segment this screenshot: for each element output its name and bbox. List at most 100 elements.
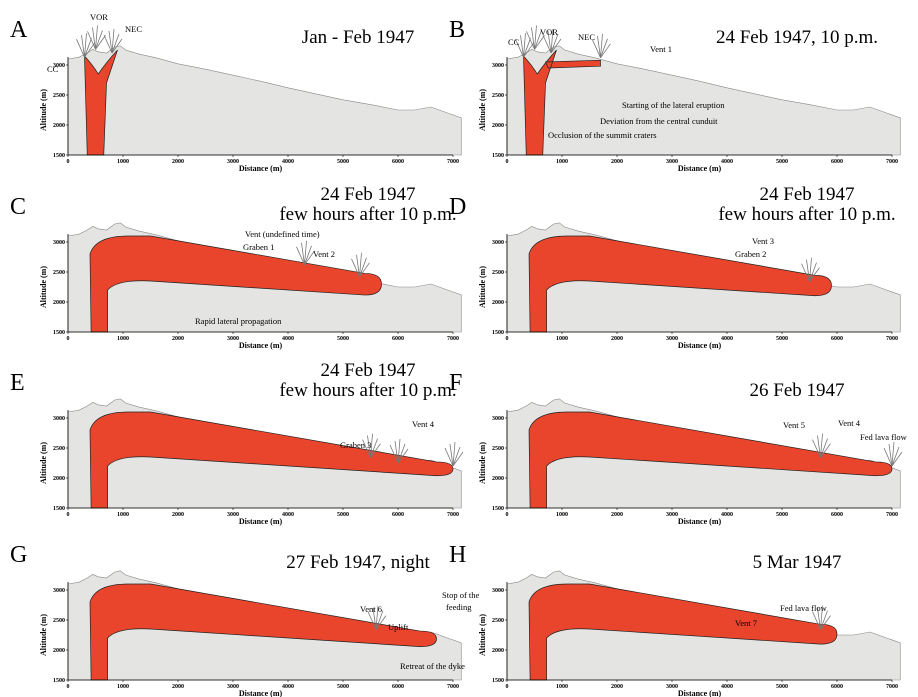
- x-axis-label: Distance (m): [239, 164, 283, 173]
- vent-branch: [520, 35, 524, 58]
- annotation: Vent 1: [650, 44, 672, 54]
- y-tick-label: 2500: [53, 270, 65, 276]
- annotation: Graben 2: [735, 249, 766, 259]
- vent-branch: [515, 39, 524, 58]
- x-tick-label: 1000: [556, 336, 568, 342]
- x-tick-label: 4000: [282, 684, 294, 690]
- x-tick-label: 2000: [611, 159, 623, 165]
- vent-branch: [820, 615, 831, 630]
- vent-branch: [600, 38, 608, 58]
- panel-title: 24 Feb 1947, 10 p.m.: [716, 27, 878, 48]
- vent-branch: [356, 254, 360, 277]
- x-axis-label: Distance (m): [239, 341, 283, 350]
- annotation: Uplift: [388, 622, 409, 632]
- x-tick-label: 2000: [611, 684, 623, 690]
- vent-branch: [367, 435, 371, 458]
- x-tick-label: 5000: [776, 159, 788, 165]
- dyke: [523, 49, 601, 156]
- panel: 0 1000 2000 3000 4000 5000 6000 7000 1500 2000 250…: [449, 370, 908, 526]
- vent-branch: [547, 30, 552, 54]
- panel-letter: H: [449, 542, 466, 568]
- dyke: [528, 411, 893, 509]
- vent-branch: [76, 39, 85, 58]
- x-tick-label: 4000: [721, 159, 733, 165]
- panel-title: 27 Feb 1947, night: [286, 552, 430, 573]
- x-tick-label: 3000: [227, 336, 239, 342]
- vent-icon: [389, 438, 409, 464]
- x-tick-label: 1000: [556, 512, 568, 518]
- x-axis-label: Distance (m): [239, 517, 283, 526]
- y-tick-label: 3000: [53, 416, 65, 422]
- y-tick-label: 2000: [492, 476, 504, 482]
- vent-branch: [531, 27, 535, 50]
- annotation: Retreat of the dyke: [400, 661, 465, 671]
- annotation: VOR: [90, 12, 108, 22]
- y-tick-label: 1500: [53, 330, 65, 336]
- vent-branch: [888, 443, 893, 467]
- vent-branch: [370, 443, 381, 458]
- y-tick-label: 3000: [492, 63, 504, 69]
- annotation: Vent (undefined time): [245, 229, 320, 239]
- y-tick-label: 2500: [53, 446, 65, 452]
- y-tick-label: 2000: [492, 123, 504, 129]
- annotation: Rapid lateral propagation: [195, 316, 282, 326]
- vent-branch: [891, 446, 900, 467]
- dyke: [528, 235, 832, 333]
- annotation: NEC: [125, 24, 142, 34]
- vent-branch: [108, 30, 113, 54]
- x-tick-label: 7000: [886, 512, 898, 518]
- x-tick-label: 5000: [776, 512, 788, 518]
- vent-icon: [362, 433, 381, 458]
- x-tick-label: 5000: [337, 512, 349, 518]
- x-tick-label: 0: [67, 512, 70, 518]
- vent-branch: [817, 435, 821, 458]
- vent-branch: [370, 438, 378, 458]
- vent-branch: [296, 246, 305, 265]
- x-tick-label: 7000: [886, 159, 898, 165]
- x-tick-label: 7000: [447, 336, 459, 342]
- x-tick-label: 6000: [392, 512, 404, 518]
- vent-branch: [397, 438, 401, 464]
- vent-branch: [304, 250, 315, 266]
- x-tick-label: 6000: [831, 512, 843, 518]
- vent-branch: [397, 448, 409, 464]
- y-tick-label: 2500: [492, 270, 504, 276]
- panel: 0 1000 2000 3000 4000 5000 6000 7000 1500 2000 250…: [449, 184, 901, 350]
- y-tick-label: 3000: [492, 416, 504, 422]
- vent-icon: [801, 257, 820, 282]
- y-tick-label: 1500: [53, 506, 65, 512]
- x-tick-label: 0: [506, 159, 509, 165]
- vent-branch: [95, 25, 98, 50]
- x-tick-label: 4000: [721, 684, 733, 690]
- x-tick-label: 3000: [227, 159, 239, 165]
- x-tick-label: 1000: [556, 684, 568, 690]
- x-tick-label: 4000: [282, 159, 294, 165]
- y-axis-label: Altitude (m): [39, 266, 48, 308]
- vent-branch: [394, 440, 399, 464]
- vent-branch: [444, 447, 454, 467]
- dyke: [89, 235, 382, 333]
- vent-branch: [817, 607, 821, 630]
- panel-letter: A: [10, 17, 28, 43]
- x-axis-label: Distance (m): [678, 689, 722, 697]
- vent-branch: [397, 443, 406, 464]
- x-tick-label: 6000: [831, 159, 843, 165]
- y-tick-label: 2500: [492, 618, 504, 624]
- x-tick-label: 2000: [172, 512, 184, 518]
- y-tick-label: 2000: [492, 300, 504, 306]
- y-axis-label: Altitude (m): [478, 266, 487, 308]
- y-tick-label: 3000: [492, 588, 504, 594]
- vent-branch: [812, 611, 821, 630]
- annotation: Starting of the lateral eruption: [622, 100, 725, 110]
- panel-letter: G: [10, 542, 27, 568]
- x-tick-label: 2000: [611, 512, 623, 518]
- vent-icon: [296, 240, 315, 266]
- vent-branch: [883, 447, 893, 467]
- panel: 0 1000 2000 3000 4000 5000 6000 7000 1500 2000 250…: [10, 542, 480, 697]
- x-tick-label: 7000: [447, 684, 459, 690]
- vent-icon: [351, 252, 370, 278]
- x-tick-label: 4000: [282, 512, 294, 518]
- vent-branch: [891, 451, 903, 467]
- y-axis-label: Altitude (m): [478, 89, 487, 131]
